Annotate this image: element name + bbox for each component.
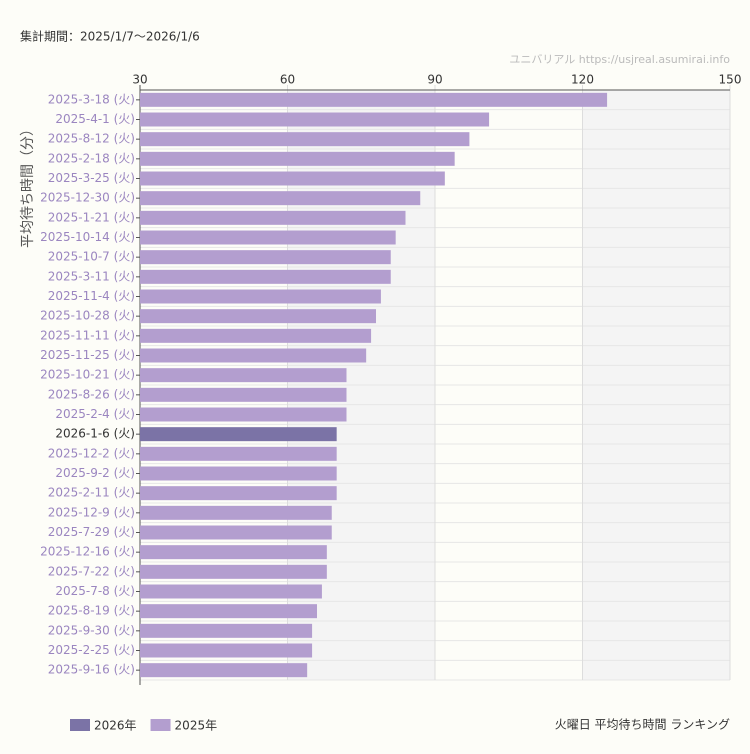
legend-label: 2025年 — [175, 719, 218, 733]
y-tick-label: 2025-11-4 (火) — [48, 289, 135, 303]
y-tick-label: 2025-9-2 (火) — [55, 466, 135, 480]
bar — [140, 328, 372, 343]
bar — [140, 309, 376, 324]
bar — [140, 427, 337, 442]
y-tick-label: 2025-2-25 (火) — [48, 643, 135, 657]
bar — [140, 210, 406, 225]
bar — [140, 191, 421, 206]
y-tick-label: 2025-8-19 (火) — [48, 604, 135, 618]
bar — [140, 643, 313, 658]
y-tick-label: 2025-12-16 (火) — [40, 545, 135, 559]
legend-swatch — [150, 719, 171, 731]
y-tick-label: 2025-7-22 (火) — [48, 564, 135, 578]
bar — [140, 348, 367, 363]
y-tick-label: 2025-3-25 (火) — [48, 171, 135, 185]
bar — [140, 151, 455, 166]
y-tick-label: 2025-3-18 (火) — [48, 92, 135, 106]
x-tick-label: 150 — [719, 73, 742, 87]
y-tick-label: 2025-4-1 (火) — [55, 112, 135, 126]
bar — [140, 623, 313, 638]
y-tick-label: 2025-1-21 (火) — [48, 210, 135, 224]
bar — [140, 407, 347, 422]
bar — [140, 604, 317, 619]
y-tick-label: 2025-12-30 (火) — [40, 191, 135, 205]
y-tick-label: 2025-8-12 (火) — [48, 132, 135, 146]
bar — [140, 269, 391, 284]
x-tick-label: 120 — [571, 73, 594, 87]
period: 集計期間：2025/1/7〜2026/1/6 — [20, 29, 200, 44]
y-tick-label: 2025-10-28 (火) — [40, 309, 135, 323]
bar — [140, 486, 337, 501]
bar — [140, 132, 470, 147]
x-tick-label: 60 — [280, 73, 295, 87]
bar — [140, 545, 327, 560]
y-tick-label: 2025-11-11 (火) — [40, 328, 135, 342]
bar — [140, 368, 347, 383]
bar — [140, 250, 391, 265]
bar — [140, 584, 322, 599]
y-tick-label: 2025-7-29 (火) — [48, 525, 135, 539]
legend-label: 2026年 — [94, 719, 137, 733]
x-tick-label: 30 — [132, 73, 147, 87]
bar — [140, 387, 347, 402]
y-tick-label: 2025-8-26 (火) — [48, 387, 135, 401]
y-tick-label: 2025-2-4 (火) — [55, 407, 135, 421]
y-tick-label: 2026-1-6 (火) — [55, 427, 135, 441]
y-tick-label: 2025-9-16 (火) — [48, 663, 135, 677]
bar — [140, 663, 308, 678]
y-tick-label: 2025-10-7 (火) — [48, 250, 135, 264]
bar — [140, 289, 381, 304]
source: ユニバリアル https://usjreal.asumirai.info — [509, 53, 730, 66]
y-tick-label: 2025-10-14 (火) — [40, 230, 135, 244]
y-tick-label: 2025-12-9 (火) — [48, 505, 135, 519]
y-tick-label: 2025-3-11 (火) — [48, 269, 135, 283]
bar — [140, 112, 490, 127]
y-tick-label: 2025-7-8 (火) — [55, 584, 135, 598]
bar — [140, 466, 337, 481]
y-tick-label: 2025-10-21 (火) — [40, 368, 135, 382]
y-axis-title: 平均待ち時間（分） — [20, 122, 36, 248]
bar — [140, 564, 327, 579]
y-tick-label: 2025-9-30 (火) — [48, 623, 135, 637]
x-tick-label: 90 — [427, 73, 442, 87]
bar — [140, 171, 445, 186]
bar — [140, 525, 332, 540]
y-tick-label: 2025-12-2 (火) — [48, 446, 135, 460]
bar — [140, 92, 608, 107]
legend-swatch — [70, 719, 90, 731]
bar — [140, 505, 332, 520]
y-tick-label: 2025-11-25 (火) — [40, 348, 135, 362]
y-tick-label: 2025-2-11 (火) — [48, 486, 135, 500]
chart-title: 火曜日 平均待ち時間 ランキング — [555, 718, 730, 732]
bar — [140, 446, 337, 461]
y-tick-label: 2025-2-18 (火) — [48, 151, 135, 165]
bar — [140, 230, 396, 245]
